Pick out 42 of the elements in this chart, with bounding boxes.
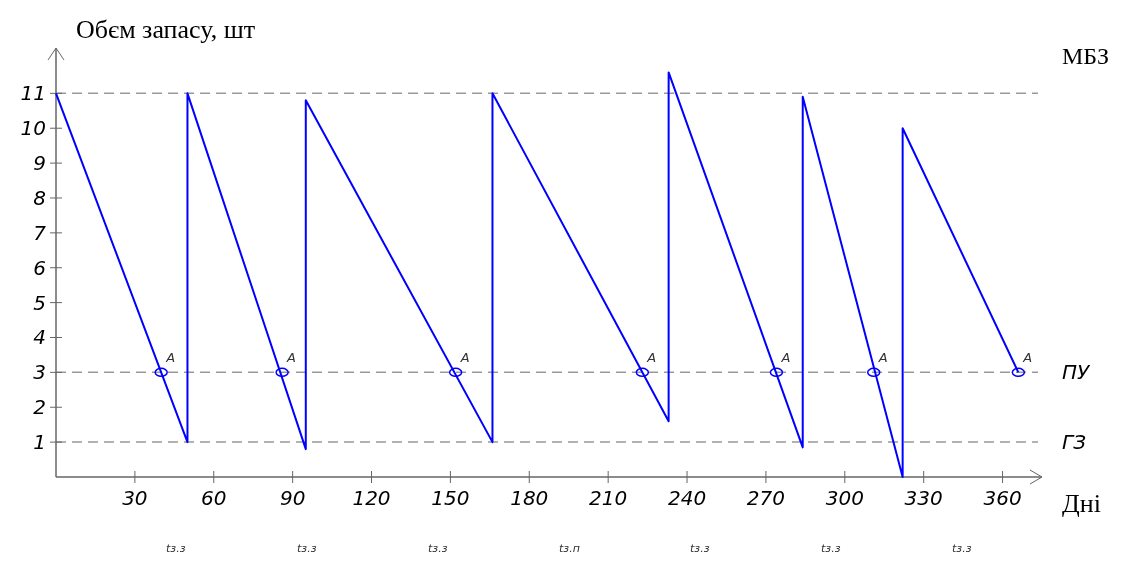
text: tз.з [166, 542, 186, 555]
data-label: A [165, 350, 176, 366]
text: tз.п [559, 542, 580, 555]
y-tick-label: 7 [33, 220, 47, 245]
text: tз.з [952, 542, 972, 555]
ref-line-label: МБЗ [1062, 43, 1110, 70]
x-tick-label: 60 [201, 486, 227, 510]
x-tick-label: 180 [510, 486, 549, 510]
y-tick-label: 2 [33, 395, 46, 420]
x-tick-label: 330 [904, 486, 943, 510]
x-tick-label: 240 [667, 486, 707, 510]
y-tick-label: 11 [20, 81, 46, 106]
x-tick-label: 30 [122, 486, 148, 510]
x-tick-label: 300 [825, 486, 864, 510]
data-label: A [780, 350, 791, 366]
x-tick-label: 360 [983, 486, 1022, 510]
data-label: A [1022, 350, 1033, 366]
data-label: A [286, 350, 297, 366]
y-tick-label: 10 [20, 116, 46, 141]
y-tick-label: 3 [33, 360, 46, 385]
data-label: A [646, 350, 657, 366]
data-label: A [459, 350, 470, 366]
x-tick-label: 150 [431, 486, 470, 510]
x-tick-label: 270 [746, 486, 786, 510]
y-tick-label: 9 [33, 151, 46, 176]
y-tick-label: 1 [33, 430, 46, 455]
y-tick-label: 4 [33, 325, 46, 350]
text: tз.з [821, 542, 841, 555]
x-axis-title: Дні [1062, 489, 1101, 518]
x-tick-label: 120 [352, 486, 391, 510]
y-tick-label: 6 [33, 255, 46, 280]
text: tз.з [690, 542, 710, 555]
x-tick-label: 210 [589, 486, 628, 510]
x-tick-label: 90 [279, 486, 306, 510]
y-axis-title: Обєм запасу, шт [76, 15, 256, 44]
y-tick-label: 5 [33, 290, 46, 315]
ref-line-label: ГЗ [1062, 430, 1087, 455]
text: tз.з [297, 542, 317, 555]
ref-line-label: ПУ [1062, 360, 1092, 385]
y-tick-label: 8 [33, 185, 46, 210]
text: tз.з [428, 542, 448, 555]
data-label: A [877, 350, 888, 366]
